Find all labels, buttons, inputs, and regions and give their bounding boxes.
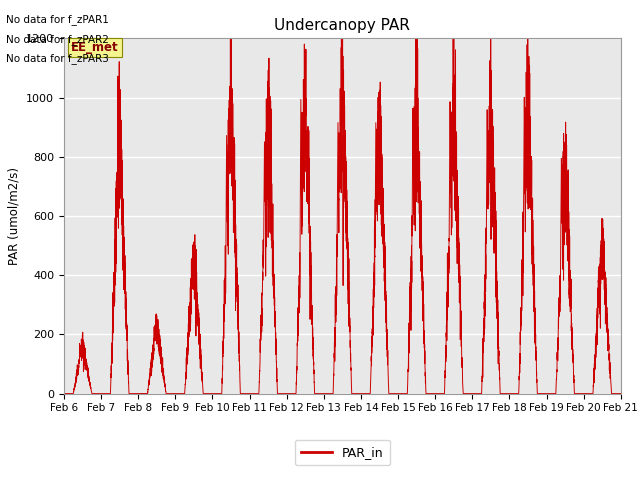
- Legend: PAR_in: PAR_in: [294, 440, 390, 466]
- Y-axis label: PAR (umol/m2/s): PAR (umol/m2/s): [8, 167, 20, 265]
- Text: No data for f_zPAR1: No data for f_zPAR1: [6, 14, 109, 25]
- Text: No data for f_zPAR2: No data for f_zPAR2: [6, 34, 109, 45]
- Title: Undercanopy PAR: Undercanopy PAR: [275, 18, 410, 33]
- Text: EE_met: EE_met: [71, 41, 118, 54]
- Text: No data for f_zPAR3: No data for f_zPAR3: [6, 53, 109, 64]
